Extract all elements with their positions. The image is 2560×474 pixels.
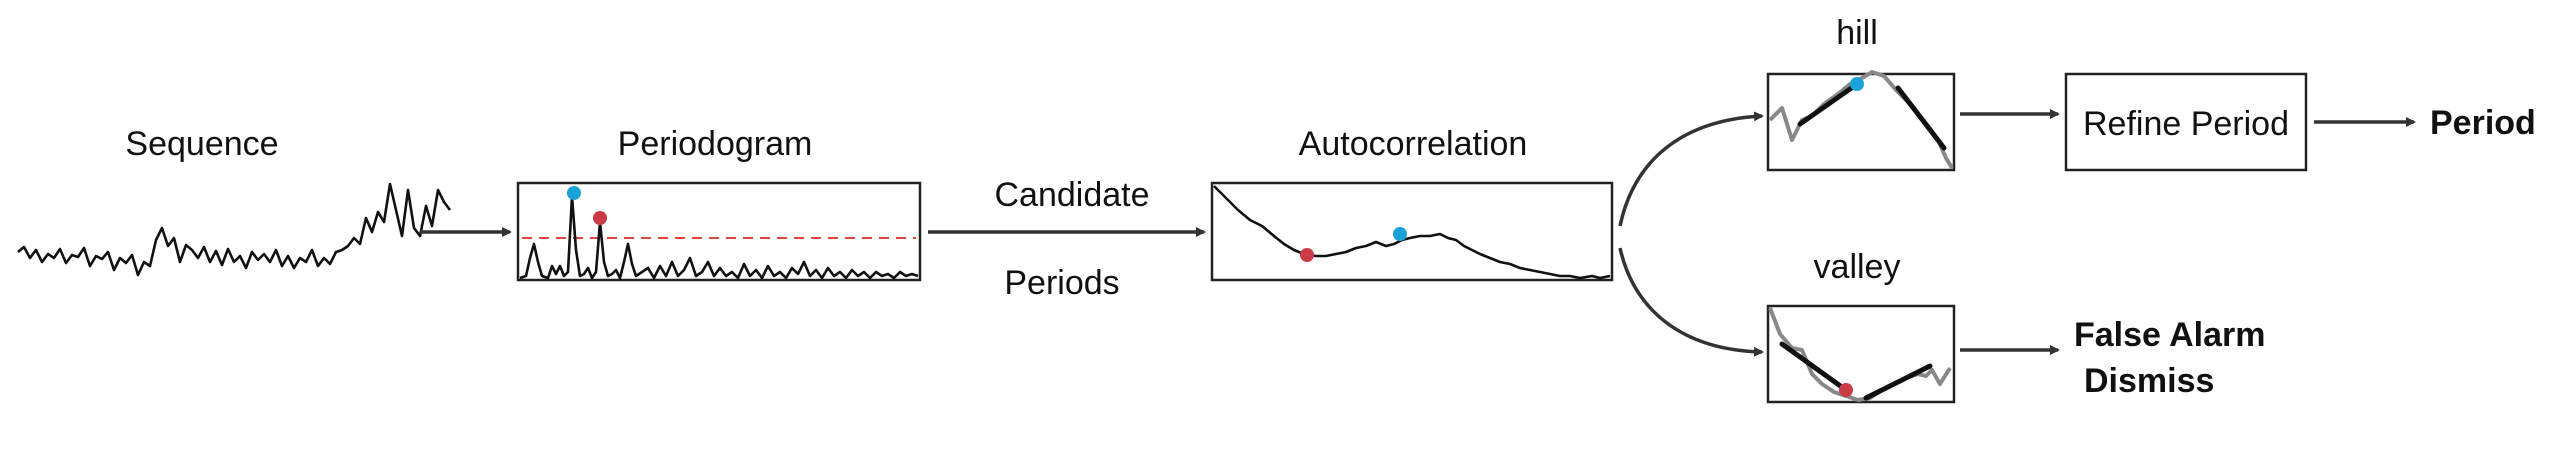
hill-right-slope-segment: [1895, 85, 1947, 151]
periodogram-peak-red-dot: [593, 211, 607, 225]
autocorrelation-valley-red-dot: [1300, 248, 1314, 262]
period-output-label: Period: [2430, 104, 2536, 142]
periodogram-peak-blue-dot: [567, 186, 581, 200]
valley-right-slope-segment: [1863, 363, 1933, 401]
autocorrelation-label: Autocorrelation: [1299, 125, 1528, 163]
hill-peak-blue-dot: [1850, 77, 1864, 91]
periodogram-label: Periodogram: [618, 125, 813, 163]
arrow-autocorrelation-to-valley: [1618, 247, 1764, 357]
autocorrelation-curve: [1213, 185, 1611, 280]
false-alarm-label: False Alarm: [2074, 316, 2266, 354]
candidate-label: Candidate: [994, 176, 1149, 214]
dismiss-label: Dismiss: [2084, 362, 2214, 400]
refine-period-label: Refine Period: [2083, 105, 2289, 143]
periodogram-box: [516, 181, 922, 282]
arrow-autocorrelation-to-hill: [1618, 111, 1764, 227]
autocorrelation-hill-blue-dot: [1393, 227, 1407, 241]
sequence-signal-line: [17, 182, 452, 277]
valley-left-slope-segment: [1779, 341, 1849, 393]
hill-label: hill: [1836, 14, 1878, 52]
valley-bottom-red-dot: [1839, 383, 1853, 397]
hill-left-slope-segment: [1797, 79, 1863, 127]
refine-period-box: [2064, 72, 2308, 172]
sequence-label: Sequence: [125, 125, 278, 163]
periodogram-spectrum-line: [519, 194, 919, 280]
autocorrelation-box: [1210, 181, 1614, 282]
valley-label: valley: [1814, 248, 1901, 286]
periods-label: Periods: [1004, 264, 1119, 302]
